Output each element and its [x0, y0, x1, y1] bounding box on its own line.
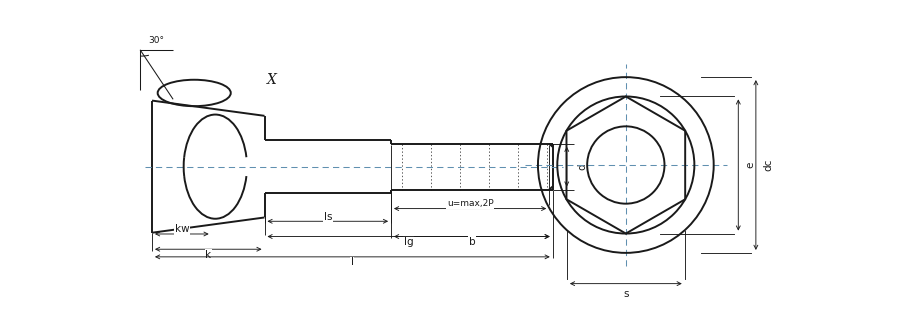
- Text: ls: ls: [324, 212, 332, 222]
- Text: u=max,2P: u=max,2P: [447, 199, 493, 208]
- Text: dc: dc: [763, 159, 773, 171]
- Text: e: e: [746, 162, 756, 168]
- Text: b: b: [469, 237, 475, 247]
- Text: kw: kw: [174, 224, 190, 234]
- Text: lg: lg: [404, 237, 414, 247]
- Text: k: k: [205, 250, 211, 260]
- Text: X: X: [267, 73, 277, 87]
- Text: d: d: [577, 163, 587, 170]
- Text: l: l: [351, 257, 354, 267]
- Text: 30°: 30°: [149, 36, 164, 46]
- Text: s: s: [623, 289, 629, 299]
